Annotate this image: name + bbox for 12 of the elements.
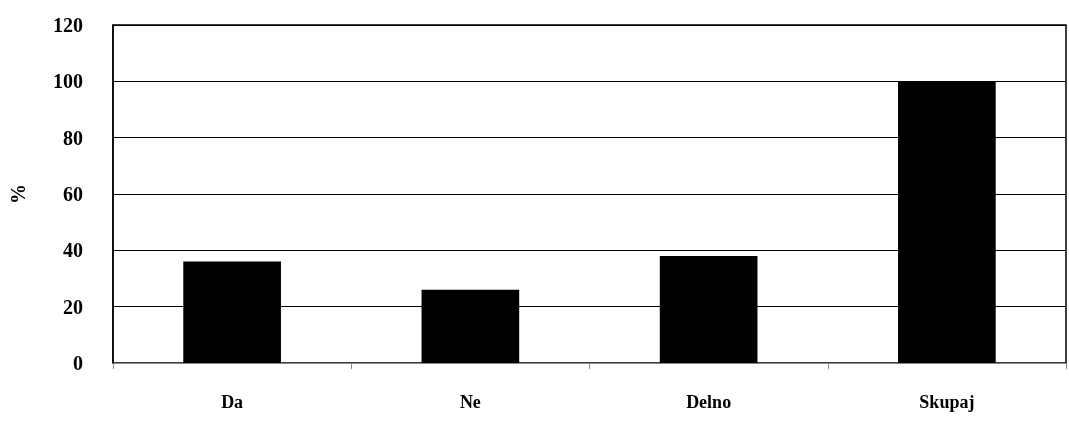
y-axis-title: % [7,184,29,204]
y-tick-label: 120 [53,14,83,36]
y-tick-label: 20 [63,295,83,318]
y-tick-label: 40 [63,239,83,262]
x-tick-label: Da [221,392,244,412]
x-tick-label: Delno [686,392,732,412]
x-tick-label: Skupaj [919,392,975,412]
y-tick-label: 100 [53,70,83,93]
y-tick-label: 80 [63,126,83,149]
y-tick-label: 0 [73,352,83,374]
x-tick-label: Ne [459,392,481,412]
y-tick-label: 60 [63,183,83,205]
